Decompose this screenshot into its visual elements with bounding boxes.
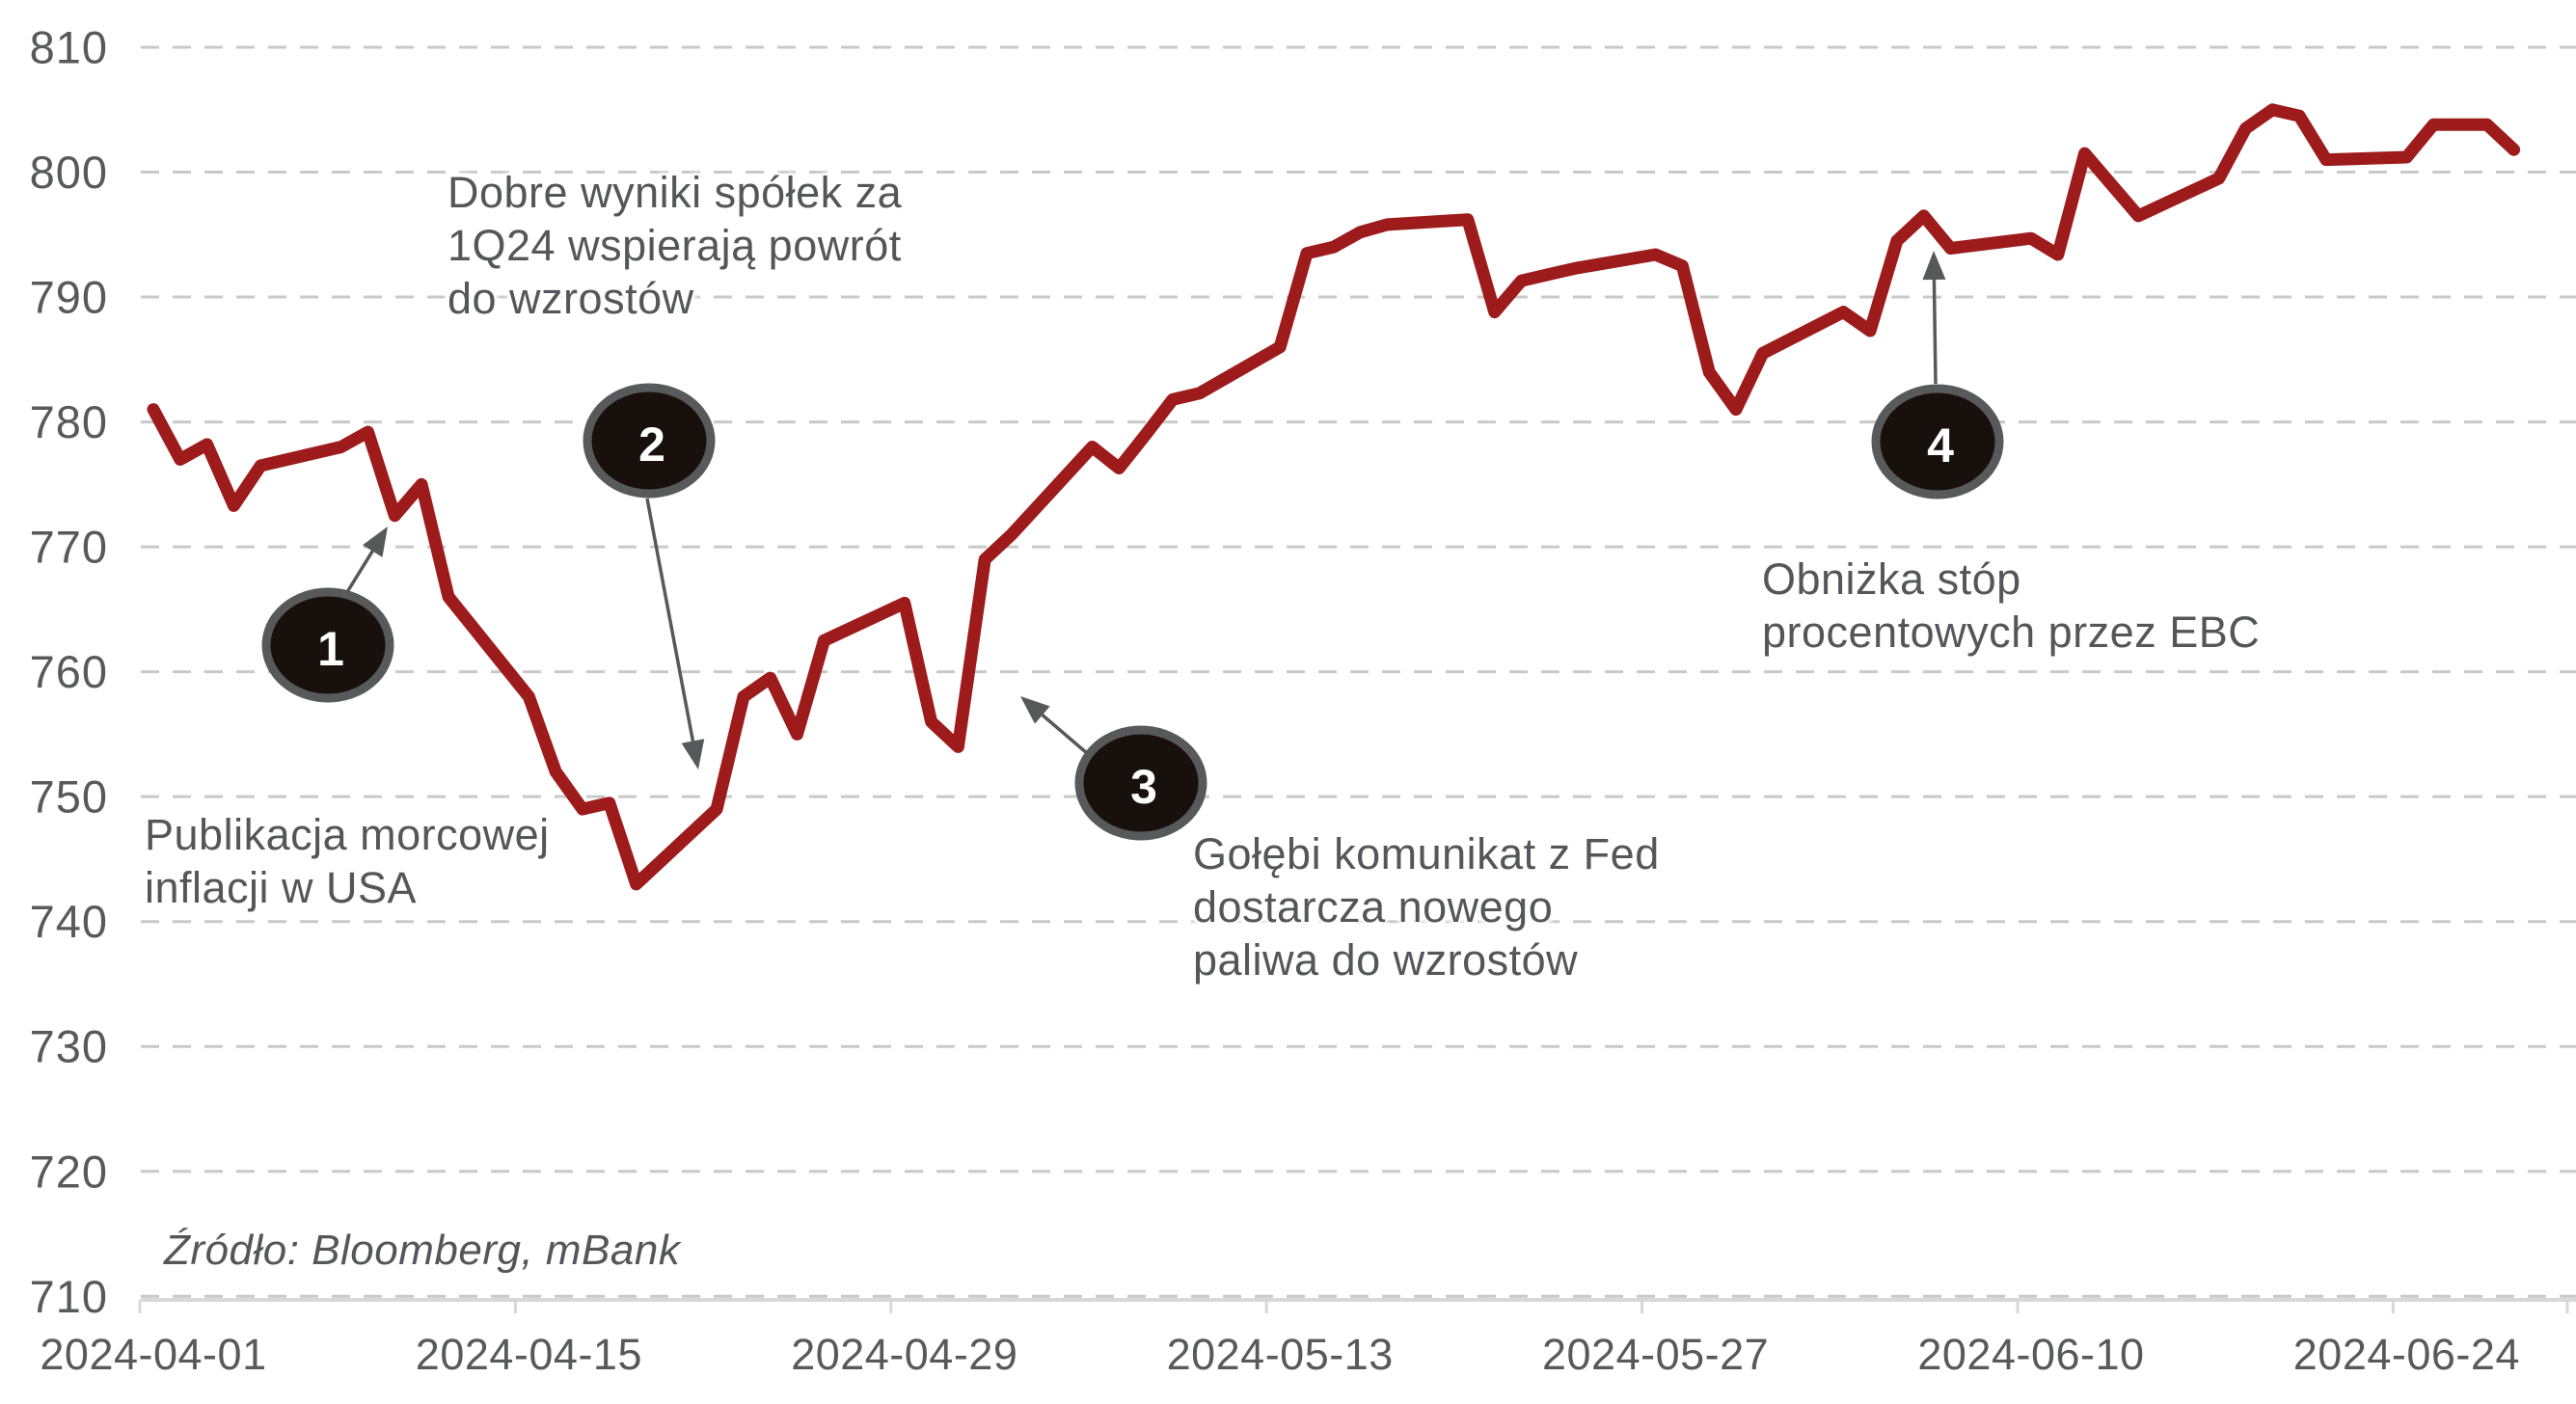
source-note: Źródło: Bloomberg, mBank xyxy=(164,1227,681,1274)
y-axis-label: 730 xyxy=(30,1021,108,1072)
price-line xyxy=(147,103,2521,891)
annotation-arrowhead-4 xyxy=(1922,251,1946,281)
x-axis-label: 2024-05-13 xyxy=(1167,1330,1394,1379)
x-axis-label: 2024-04-29 xyxy=(791,1330,1017,1379)
annotation-circle-4 xyxy=(1871,384,2004,500)
annotation-number-2: 2 xyxy=(638,418,665,472)
x-axis-label: 2024-06-10 xyxy=(1917,1330,2144,1379)
annotation-arrow-4 xyxy=(1932,269,1938,385)
x-axis-label: 2024-04-15 xyxy=(416,1330,642,1379)
annotation-arrowhead-1 xyxy=(363,526,388,557)
annotation-circle-1 xyxy=(261,587,394,703)
annotation-number-3: 3 xyxy=(1130,760,1157,814)
y-axis-label: 750 xyxy=(30,771,108,823)
annotation-number-4: 4 xyxy=(1927,418,1954,472)
annotation-arrow-3 xyxy=(1034,707,1089,755)
y-axis-label: 790 xyxy=(30,272,108,323)
y-axis-label: 780 xyxy=(30,396,108,447)
x-axis-label: 2024-06-24 xyxy=(2293,1330,2520,1379)
y-axis-label: 800 xyxy=(30,147,108,198)
x-axis-label: 2024-05-27 xyxy=(1542,1330,1769,1379)
y-axis-label: 810 xyxy=(30,22,108,73)
annotation-text-3: Gołębi komunikat z Fed dostarcza nowego … xyxy=(1193,829,1660,985)
annotation-text-1: Publikacja morcowej inflacji w USA xyxy=(145,810,550,912)
annotation-text-4: Obniżka stóp procentowych przez EBC xyxy=(1762,554,2261,657)
annotation-arrowhead-3 xyxy=(1020,696,1050,724)
annotation-arrow-2 xyxy=(645,498,697,751)
annotation-circle-3 xyxy=(1074,725,1207,841)
annotation-text-2: Dobre wyniki spółek za 1Q24 wspierają po… xyxy=(447,168,903,323)
y-axis-label: 770 xyxy=(30,522,108,573)
y-axis-label: 740 xyxy=(30,896,108,947)
annotation-number-1: 1 xyxy=(317,622,344,676)
annotation-arrowhead-2 xyxy=(681,739,705,770)
y-axis-label: 710 xyxy=(30,1271,108,1322)
y-axis-label: 760 xyxy=(30,646,108,697)
y-axis-label: 720 xyxy=(30,1146,108,1197)
x-axis-label: 2024-04-01 xyxy=(40,1330,266,1379)
annotation-circle-2 xyxy=(583,383,716,499)
